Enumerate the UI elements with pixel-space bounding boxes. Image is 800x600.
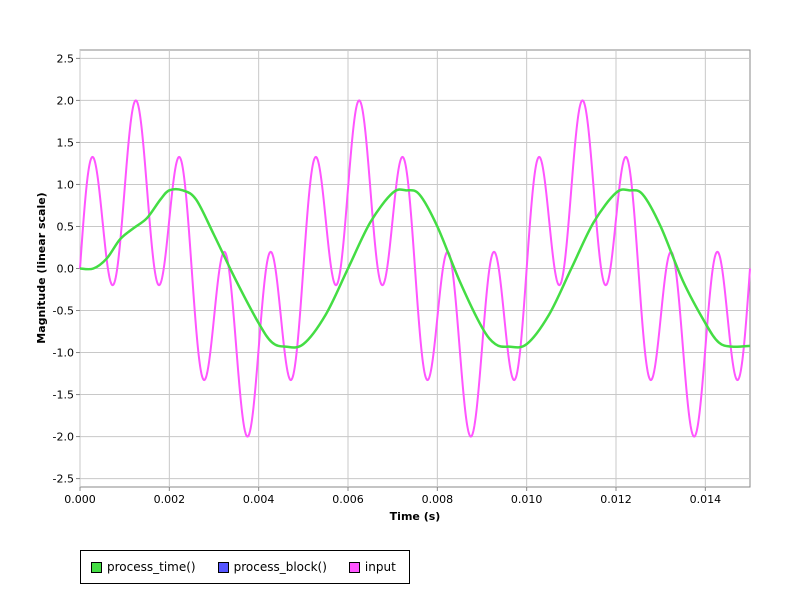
y-tick-label: -1.0 <box>53 347 74 360</box>
chart: 2.5 2.0 1.5 1.0 0.5 0.0 -0.5 -1.0 -1.5 -2.0 -2.5 0… <box>35 49 751 523</box>
x-axis-label: Time (s) <box>390 510 441 523</box>
y-tick-label: -2.0 <box>53 431 74 444</box>
y-tick-label: 1.0 <box>57 178 75 191</box>
x-tick-label: 0.000 <box>64 493 96 506</box>
y-tick-label: -0.5 <box>53 305 74 318</box>
legend-item-process-time: process_time() <box>91 560 196 574</box>
x-axis: 0.000 0.002 0.004 0.006 0.008 0.010 0.012 0.014 <box>64 487 721 506</box>
x-tick-label: 0.010 <box>511 493 543 506</box>
legend: process_time() process_block() input <box>80 550 410 584</box>
legend-item-process-block: process_block() <box>217 560 327 574</box>
x-tick-label: 0.004 <box>243 493 275 506</box>
x-tick-label: 0.006 <box>332 493 364 506</box>
y-axis: 2.5 2.0 1.5 1.0 0.5 0.0 -0.5 -1.0 -1.5 -2.0 -2.5 <box>53 52 80 486</box>
legend-item-input: input <box>348 560 396 574</box>
legend-label-process-block: process_block() <box>233 560 327 574</box>
x-tick-label: 0.008 <box>422 493 454 506</box>
legend-label-input: input <box>364 560 396 574</box>
series-layer <box>79 99 751 438</box>
series-line-process-time <box>79 187 751 349</box>
y-tick-label: 2.5 <box>57 52 75 65</box>
series-line-input <box>79 99 751 438</box>
legend-swatch-process-block <box>217 561 229 573</box>
y-tick-label: 2.0 <box>57 94 75 107</box>
x-tick-label: 0.012 <box>600 493 632 506</box>
legend-label-process-time: process_time() <box>107 560 196 574</box>
legend-swatch-process-time <box>91 561 102 573</box>
legend-swatch-input <box>348 561 360 573</box>
y-tick-label: 1.5 <box>57 136 75 149</box>
y-tick-label: 0.5 <box>57 220 75 233</box>
y-tick-label: -1.5 <box>53 389 74 402</box>
x-tick-label: 0.002 <box>154 493 186 506</box>
y-tick-label: -2.5 <box>53 473 74 486</box>
y-tick-label: 0.0 <box>57 263 75 276</box>
x-tick-label: 0.014 <box>690 493 722 506</box>
y-axis-label: Magnitude (linear scale) <box>35 192 48 343</box>
